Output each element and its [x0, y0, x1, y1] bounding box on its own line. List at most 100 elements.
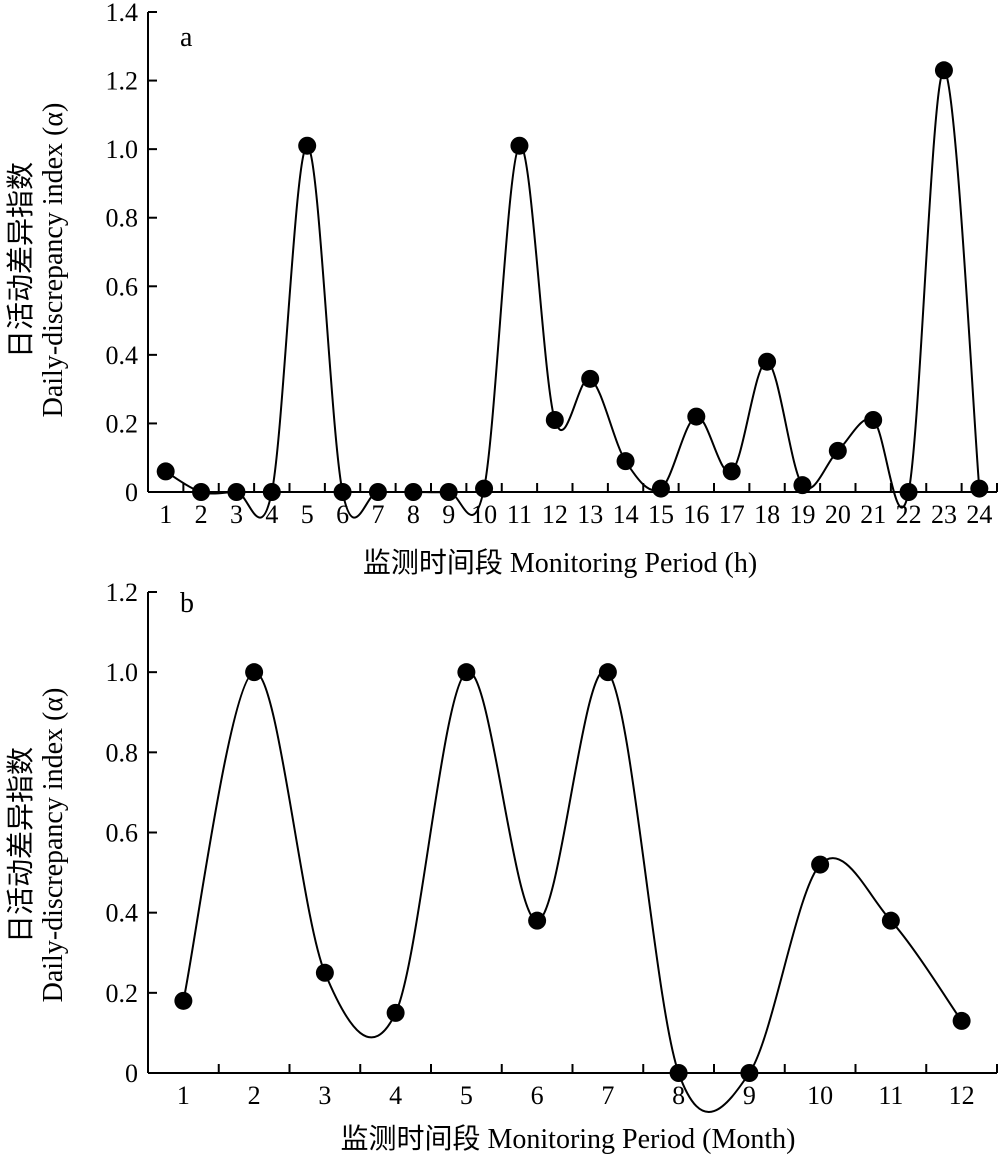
data-point — [952, 1011, 971, 1030]
y-axis-title-cn: 日活动差异指数 — [5, 747, 37, 943]
x-tick-label: 5 — [301, 500, 314, 529]
data-point — [758, 352, 777, 371]
x-tick-label: 3 — [318, 1081, 331, 1110]
x-tick-label: 7 — [371, 500, 384, 529]
data-point — [598, 663, 617, 682]
data-point — [687, 407, 706, 426]
x-tick-label: 12 — [542, 500, 568, 529]
x-tick-label: 20 — [825, 500, 851, 529]
data-point — [651, 479, 670, 498]
x-tick-label: 4 — [265, 500, 278, 529]
y-tick-label: 1.2 — [106, 578, 139, 607]
data-point — [811, 855, 830, 874]
x-tick-label: 6 — [531, 1081, 544, 1110]
x-tick-label: 11 — [507, 500, 532, 529]
data-point — [262, 483, 281, 501]
data-point — [404, 483, 423, 501]
chart-panel-a: a 监测时间段 Monitoring Period (h) 日活动差异指数 Da… — [5, 0, 998, 579]
data-point — [156, 462, 175, 481]
series-line — [182, 669, 963, 1113]
y-axis-title-en: Daily-discrepancy index (α) — [38, 688, 69, 1003]
y-tick-label: 0 — [125, 478, 138, 507]
data-point — [722, 462, 741, 481]
y-tick-label: 0.6 — [106, 272, 139, 301]
data-point — [192, 483, 211, 501]
x-tick-label: 14 — [613, 500, 639, 529]
data-point — [439, 483, 458, 501]
x-tick-label: 10 — [807, 1081, 833, 1110]
data-point — [581, 369, 600, 388]
x-tick-label: 6 — [336, 500, 349, 529]
panel-label: a — [180, 22, 193, 53]
data-point — [245, 663, 264, 682]
y-axis-title-en: Daily-discrepancy index (α) — [38, 103, 69, 418]
y-tick-label: 0.6 — [106, 819, 139, 848]
x-tick-label: 2 — [195, 500, 208, 529]
data-point — [828, 441, 847, 460]
x-tick-label: 12 — [949, 1081, 975, 1110]
y-axis-title-group: 日活动差异指数 Daily-discrepancy index (α) — [5, 688, 69, 1003]
x-tick-label: 21 — [860, 500, 886, 529]
data-point — [298, 136, 317, 155]
x-tick-label: 3 — [230, 500, 243, 529]
x-tick-label: 9 — [743, 1081, 756, 1110]
y-tick-label: 0.4 — [106, 899, 139, 928]
x-tick-label: 19 — [789, 500, 815, 529]
x-tick-label: 17 — [719, 500, 745, 529]
data-point — [174, 991, 193, 1010]
y-tick-label: 0 — [125, 1059, 138, 1088]
y-tick-label: 0.8 — [106, 204, 139, 233]
data-point — [333, 483, 352, 501]
data-point — [528, 911, 547, 930]
x-axis-title: 监测时间段 Monitoring Period (h) — [363, 547, 757, 579]
x-tick-label: 24 — [966, 500, 992, 529]
x-tick-label: 9 — [442, 500, 455, 529]
x-tick-label: 5 — [460, 1081, 473, 1110]
data-point — [934, 61, 953, 80]
y-tick-label: 1.2 — [106, 67, 139, 96]
x-tick-label: 2 — [248, 1081, 261, 1110]
chart-panel-b: b 监测时间段 Monitoring Period (Month) 日活动差异指… — [5, 578, 998, 1155]
data-point — [881, 911, 900, 930]
x-tick-label: 8 — [672, 1081, 685, 1110]
data-point — [368, 483, 387, 501]
y-tick-label: 0.8 — [106, 738, 139, 767]
x-tick-label: 1 — [159, 500, 172, 529]
x-tick-label: 8 — [407, 500, 420, 529]
x-axis-title: 监测时间段 Monitoring Period (Month) — [341, 1123, 796, 1155]
data-point — [227, 483, 246, 501]
data-point — [616, 452, 635, 471]
x-tick-label: 11 — [878, 1081, 903, 1110]
x-tick-label: 4 — [389, 1081, 402, 1110]
y-tick-label: 1.4 — [106, 0, 139, 27]
data-point — [315, 963, 334, 982]
x-tick-label: 13 — [577, 500, 603, 529]
x-tick-label: 18 — [754, 500, 780, 529]
y-tick-label: 0.2 — [106, 979, 139, 1008]
data-point — [386, 1003, 405, 1022]
data-point — [457, 663, 476, 682]
x-tick-label: 15 — [648, 500, 674, 529]
x-tick-label: 7 — [601, 1081, 614, 1110]
x-tick-label: 10 — [471, 500, 497, 529]
data-point — [740, 1064, 759, 1082]
x-tick-label: 23 — [931, 500, 957, 529]
x-tick-label: 16 — [683, 500, 709, 529]
x-tick-label: 22 — [896, 500, 922, 529]
data-point — [864, 411, 883, 429]
panel-label: b — [180, 588, 194, 619]
y-tick-label: 0.2 — [106, 409, 139, 438]
y-tick-label: 1.0 — [106, 135, 139, 164]
y-axis-title-cn: 日活动差异指数 — [5, 162, 37, 358]
data-point — [793, 476, 812, 495]
data-point — [545, 411, 564, 429]
data-point — [970, 479, 989, 498]
data-point — [899, 483, 918, 501]
y-tick-label: 0.4 — [106, 341, 139, 370]
data-point — [475, 479, 494, 498]
y-tick-label: 1.0 — [106, 658, 139, 687]
y-axis-title-group: 日活动差异指数 Daily-discrepancy index (α) — [5, 103, 69, 418]
data-point — [510, 136, 529, 155]
x-tick-label: 1 — [177, 1081, 190, 1110]
